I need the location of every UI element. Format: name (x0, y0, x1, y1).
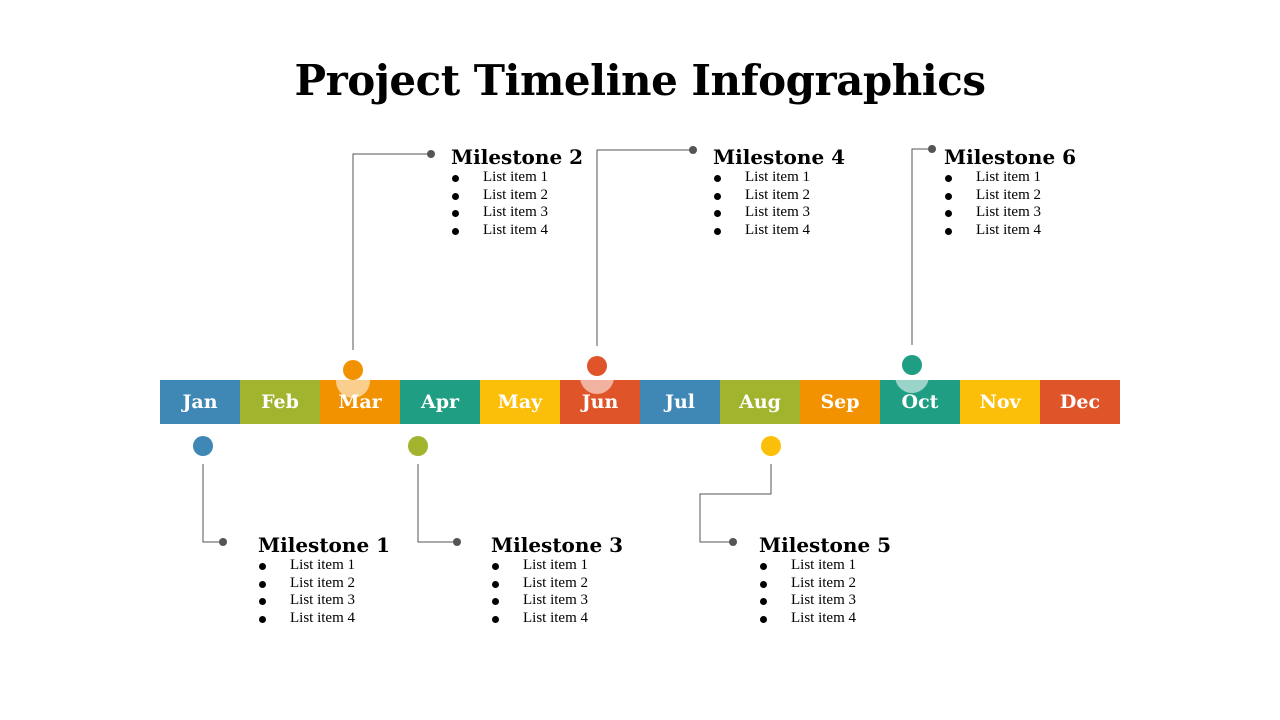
connector-end-dot (219, 538, 227, 546)
connector-end-dot (689, 146, 697, 154)
milestone-4: Milestone 4 List item 1 List item 2 List… (713, 145, 913, 239)
marker-milestone-4 (587, 356, 607, 376)
milestone-1: Milestone 1 List item 1 List item 2 List… (258, 533, 458, 627)
marker-milestone-6 (902, 355, 922, 375)
connector-milestone-1 (202, 464, 223, 543)
page-title: Project Timeline Infographics (294, 56, 986, 105)
list-item: List item 3 (451, 204, 651, 222)
list-item: List item 2 (713, 187, 913, 205)
list-item: List item 3 (944, 204, 1144, 222)
list-item: List item 1 (491, 557, 691, 575)
marker-milestone-1 (193, 436, 213, 456)
milestone-title: Milestone 4 (713, 145, 846, 169)
month-feb: Feb (240, 380, 320, 424)
list-item: List item 3 (491, 592, 691, 610)
month-nov: Nov (960, 380, 1040, 424)
milestone-title: Milestone 3 (491, 533, 624, 557)
milestone-list: List item 1 List item 2 List item 3 List… (491, 557, 691, 627)
connector-end-dot (453, 538, 461, 546)
list-item: List item 3 (258, 592, 458, 610)
list-item: List item 2 (944, 187, 1144, 205)
marker-ghost (336, 380, 370, 398)
list-item: List item 3 (713, 204, 913, 222)
marker-milestone-3 (408, 436, 428, 456)
month-dec: Dec (1040, 380, 1120, 424)
list-item: List item 4 (451, 222, 651, 240)
list-item: List item 4 (258, 610, 458, 628)
connector-end-dot (928, 145, 936, 153)
connector-milestone-4 (596, 149, 693, 346)
list-item: List item 1 (451, 169, 651, 187)
connector-end-dot (427, 150, 435, 158)
milestone-title: Milestone 5 (759, 533, 892, 557)
connector-milestone-5 (699, 464, 772, 543)
connector-milestone-2 (352, 153, 431, 350)
marker-ghost (895, 375, 929, 393)
milestone-title: Milestone 1 (258, 533, 391, 557)
milestone-6: Milestone 6 List item 1 List item 2 List… (944, 145, 1144, 239)
month-jan: Jan (160, 380, 240, 424)
month-sep: Sep (800, 380, 880, 424)
milestone-5: Milestone 5 List item 1 List item 2 List… (759, 533, 959, 627)
milestone-title: Milestone 2 (451, 145, 584, 169)
connector-milestone-3 (417, 464, 457, 543)
milestone-3: Milestone 3 List item 1 List item 2 List… (491, 533, 691, 627)
connector-milestone-6 (911, 148, 932, 345)
milestone-list: List item 1 List item 2 List item 3 List… (759, 557, 959, 627)
list-item: List item 1 (258, 557, 458, 575)
list-item: List item 2 (491, 575, 691, 593)
list-item: List item 4 (491, 610, 691, 628)
month-bar: Jan Feb Mar Apr May Jun Jul Aug Sep Oct … (160, 380, 1120, 424)
list-item: List item 3 (759, 592, 959, 610)
list-item: List item 1 (944, 169, 1144, 187)
list-item: List item 1 (759, 557, 959, 575)
list-item: List item 2 (258, 575, 458, 593)
month-jul: Jul (640, 380, 720, 424)
list-item: List item 2 (451, 187, 651, 205)
list-item: List item 4 (944, 222, 1144, 240)
marker-ghost (580, 376, 614, 394)
month-aug: Aug (720, 380, 800, 424)
month-apr: Apr (400, 380, 480, 424)
milestone-list: List item 1 List item 2 List item 3 List… (258, 557, 458, 627)
month-may: May (480, 380, 560, 424)
list-item: List item 4 (713, 222, 913, 240)
list-item: List item 1 (713, 169, 913, 187)
milestone-title: Milestone 6 (944, 145, 1077, 169)
connector-end-dot (729, 538, 737, 546)
milestone-list: List item 1 List item 2 List item 3 List… (713, 169, 913, 239)
marker-milestone-5 (761, 436, 781, 456)
milestone-2: Milestone 2 List item 1 List item 2 List… (451, 145, 651, 239)
list-item: List item 4 (759, 610, 959, 628)
milestone-list: List item 1 List item 2 List item 3 List… (944, 169, 1144, 239)
list-item: List item 2 (759, 575, 959, 593)
marker-milestone-2 (343, 360, 363, 380)
milestone-list: List item 1 List item 2 List item 3 List… (451, 169, 651, 239)
